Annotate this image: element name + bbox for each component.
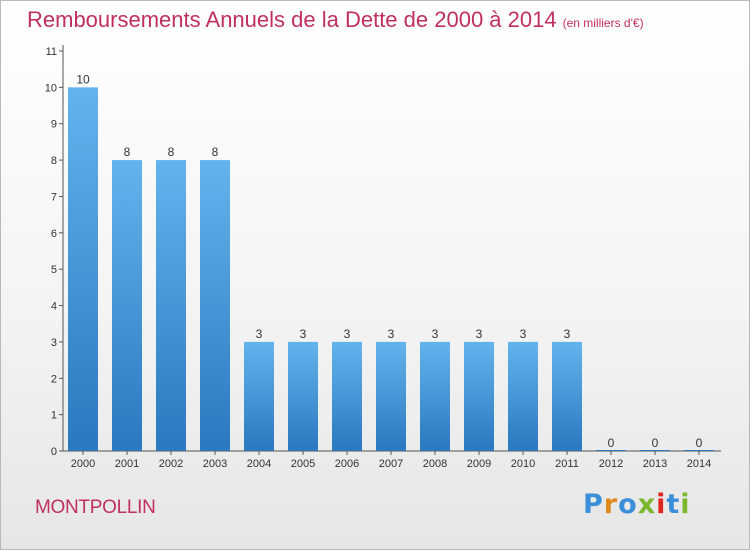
chart-unit: (en milliers d'€) [562,16,644,30]
y-tick-label: 8 [51,155,57,167]
y-tick-label: 7 [51,191,57,203]
value-label: 0 [652,436,659,450]
logo-letter: P [583,489,604,520]
x-tick-label: 2003 [203,458,227,470]
y-tick-label: 2 [51,373,57,385]
x-tick-label: 2014 [687,458,711,470]
value-label: 3 [344,327,351,341]
value-label: 0 [608,436,615,450]
bar-2008 [420,341,450,451]
x-tick-label: 2011 [555,458,579,470]
y-tick-label: 6 [51,228,57,240]
bar-2000 [68,87,98,451]
logo-letter: x [637,489,657,520]
x-tick-label: 2004 [247,458,271,470]
value-label: 3 [432,327,439,341]
y-tick-label: 5 [51,264,57,276]
town-name: MONTPOLLIN [35,497,156,518]
x-tick-label: 2005 [291,458,315,470]
bar-2003 [200,160,230,451]
y-tick-label: 0 [51,446,57,458]
logo-letter: i [680,489,691,520]
bar-2006 [332,341,362,451]
x-tick-label: 2000 [71,458,95,470]
y-tick-label: 4 [51,301,57,313]
y-tick-label: 11 [46,46,57,58]
x-tick-label: 2013 [643,458,667,470]
x-tick-label: 2007 [379,458,403,470]
x-tick-label: 2002 [159,458,183,470]
value-label: 10 [76,72,90,86]
value-label: 0 [696,436,703,450]
value-label: 3 [520,327,527,341]
y-tick-label: 1 [51,410,57,422]
y-tick-label: 9 [51,119,57,131]
x-tick-label: 2008 [423,458,447,470]
chart-title-text: Remboursements Annuels de la Dette de 20… [27,7,557,32]
value-label: 3 [256,327,263,341]
x-tick-label: 2001 [115,458,139,470]
proxiti-logo: Proxiti [583,489,691,520]
logo-letter: r [603,489,619,520]
logo-letter: o [618,489,638,520]
bar-2005 [288,341,318,451]
bar-2002 [156,160,186,451]
bar-2009 [464,341,494,451]
bar-2001 [112,160,142,451]
y-tick-label: 3 [51,337,57,349]
x-tick-label: 2006 [335,458,359,470]
value-label: 8 [168,145,175,159]
x-tick-label: 2009 [467,458,491,470]
x-tick-label: 2010 [511,458,535,470]
y-tick-label: 10 [45,82,57,94]
bar-2011 [552,341,582,451]
bar-2010 [508,341,538,451]
logo-letter: t [666,489,681,520]
bar-2004 [244,341,274,451]
x-tick-label: 2012 [599,458,623,470]
chart-title: Remboursements Annuels de la Dette de 20… [27,7,644,33]
value-label: 3 [476,327,483,341]
bar-2007 [376,341,406,451]
value-label: 3 [564,327,571,341]
value-label: 8 [212,145,219,159]
logo-letter: i [656,489,667,520]
value-label: 3 [300,327,307,341]
value-label: 8 [124,145,131,159]
value-label: 3 [388,327,395,341]
